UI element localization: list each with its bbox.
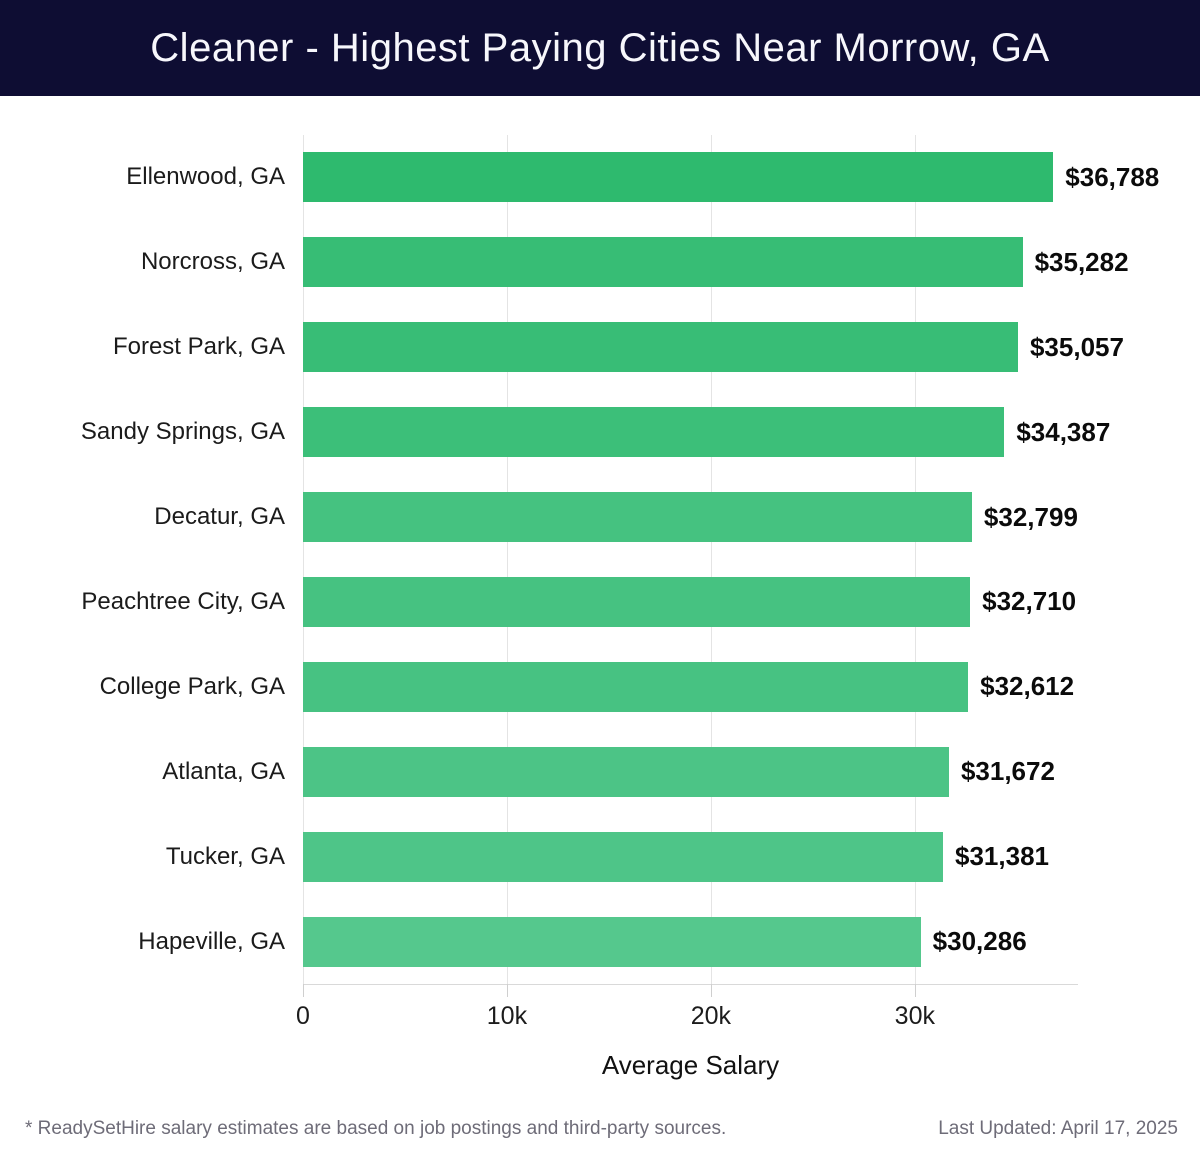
bar-tucker-ga bbox=[303, 831, 943, 882]
gridline-20k bbox=[710, 135, 712, 984]
bar-row: Decatur, GA $32,799 bbox=[154, 475, 1078, 560]
bar-row: Norcross, GA $35,282 bbox=[141, 220, 1129, 305]
bar-forest-park-ga bbox=[303, 322, 1018, 373]
x-tick-label: 0 bbox=[296, 1002, 310, 1030]
header-banner: Cleaner - Highest Paying Cities Near Mor… bbox=[0, 0, 1200, 96]
disclaimer-text: * ReadySetHire salary estimates are base… bbox=[25, 1118, 727, 1139]
bar-row: Forest Park, GA $35,057 bbox=[113, 305, 1124, 390]
value-label: $30,286 bbox=[932, 926, 1027, 957]
bar-ellenwood-ga bbox=[303, 152, 1054, 203]
category-label: Hapeville, GA bbox=[138, 927, 285, 955]
value-label: $32,612 bbox=[980, 671, 1075, 702]
bar-atlanta-ga bbox=[303, 746, 949, 797]
bar-hapeville-ga bbox=[303, 916, 921, 967]
x-tick-label: 20k bbox=[690, 1002, 732, 1030]
x-tick-label: 10k bbox=[486, 1002, 528, 1030]
x-axis-title: Average Salary bbox=[601, 1050, 780, 1080]
gridline-30k bbox=[914, 135, 916, 984]
bar-college-park-ga bbox=[303, 661, 969, 712]
bar-row: Hapeville, GA $30,286 bbox=[138, 899, 1078, 984]
category-label: Ellenwood, GA bbox=[126, 163, 285, 191]
bar-chart-plot-area: Ellenwood, GA $36,788 Norcross, GA $35,282 F… bbox=[81, 135, 1159, 1030]
x-tick-mark bbox=[303, 984, 304, 997]
value-label: $31,381 bbox=[955, 841, 1049, 872]
category-label: Norcross, GA bbox=[140, 248, 285, 276]
gridline-10k bbox=[506, 135, 508, 984]
gridline-0 bbox=[303, 135, 304, 984]
chart-title: Cleaner - Highest Paying Cities Near Mor… bbox=[150, 25, 1050, 70]
x-tick-label: 30k bbox=[894, 1002, 935, 1030]
value-label: $31,672 bbox=[960, 756, 1055, 787]
bar-row: Sandy Springs, GA $34,387 bbox=[81, 390, 1110, 475]
category-label: Peachtree City, GA bbox=[81, 587, 285, 615]
bar-decatur-ga bbox=[303, 492, 972, 543]
value-label: $32,799 bbox=[983, 501, 1078, 532]
value-label: $36,788 bbox=[1065, 161, 1160, 192]
category-label: Forest Park, GA bbox=[112, 333, 285, 361]
bar-sandy-springs-ga bbox=[303, 407, 1005, 458]
value-label: $32,710 bbox=[982, 586, 1077, 617]
bar-row: Tucker, GA $31,381 bbox=[166, 814, 1078, 899]
category-label: Atlanta, GA bbox=[162, 757, 285, 785]
footer: * ReadySetHire salary estimates are base… bbox=[25, 1118, 1178, 1140]
x-tick-mark bbox=[506, 984, 508, 997]
bar-row: Atlanta, GA $31,672 bbox=[162, 729, 1078, 814]
bar-rows: Ellenwood, GA $36,788 Norcross, GA $35,282 F… bbox=[81, 135, 1159, 984]
bar-norcross-ga bbox=[303, 237, 1023, 288]
value-label: $34,387 bbox=[1016, 416, 1111, 447]
x-tick-mark bbox=[914, 984, 916, 997]
bar-row: College Park, GA $32,612 bbox=[100, 644, 1078, 729]
x-tick-mark bbox=[710, 984, 712, 997]
bar-row: Peachtree City, GA $32,710 bbox=[81, 560, 1078, 645]
category-label: Decatur, GA bbox=[154, 503, 285, 531]
category-label: College Park, GA bbox=[99, 672, 285, 700]
value-label: $35,057 bbox=[1029, 331, 1124, 362]
category-label: Tucker, GA bbox=[165, 842, 285, 870]
bar-peachtree-city-ga bbox=[303, 576, 971, 627]
last-updated-text: Last Updated: April 17, 2025 bbox=[938, 1118, 1178, 1139]
category-label: Sandy Springs, GA bbox=[80, 418, 285, 446]
value-label: $35,282 bbox=[1034, 246, 1129, 277]
bar-row: Ellenwood, GA $36,788 bbox=[126, 135, 1159, 220]
